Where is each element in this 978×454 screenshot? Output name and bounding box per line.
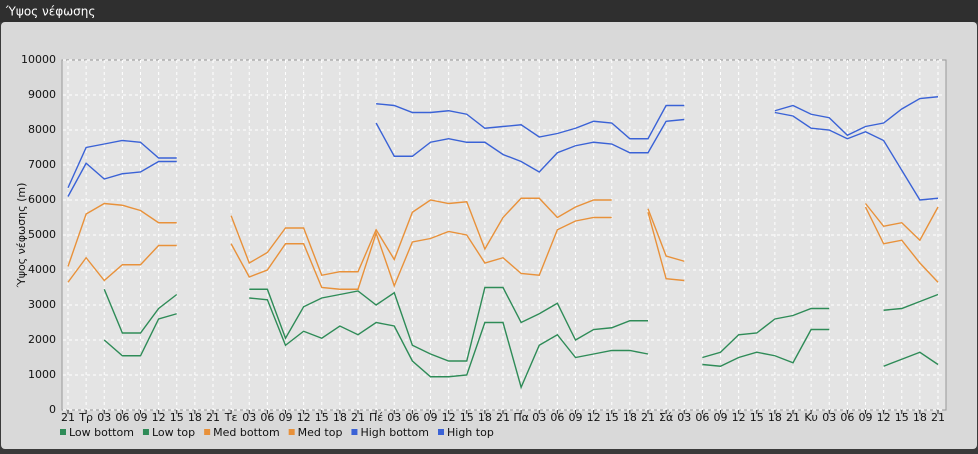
legend-swatch: [288, 429, 295, 435]
x-tick-label: 15: [460, 411, 474, 424]
x-tick-label: 06: [695, 411, 709, 424]
series-line: [67, 111, 939, 201]
legend-swatch: [204, 429, 211, 435]
x-tick-label: 15: [605, 411, 619, 424]
y-tick-label: 8000: [28, 123, 56, 136]
title-bar: [0, 0, 978, 22]
x-tick-label: Πέ: [369, 411, 383, 424]
x-tick-label: 09: [714, 411, 728, 424]
x-tick-label: 12: [442, 411, 456, 424]
x-tick-label: 15: [895, 411, 909, 424]
x-tick-label: Σά: [659, 411, 673, 424]
x-tick-label: 03: [822, 411, 836, 424]
x-tick-label: 21: [786, 411, 800, 424]
y-tick-label: 4000: [28, 263, 56, 276]
x-tick-label: 18: [913, 411, 927, 424]
legend-swatch: [142, 429, 149, 435]
x-tick-label: 21: [206, 411, 220, 424]
legend-swatch: [60, 429, 66, 435]
y-tick-label: 2000: [28, 333, 56, 346]
x-tick-label: 09: [134, 411, 148, 424]
x-tick-label: 18: [478, 411, 492, 424]
x-tick-label: 06: [115, 411, 129, 424]
x-tick-label: 09: [859, 411, 873, 424]
x-tick-label: Κυ: [804, 411, 818, 424]
x-tick-label: 06: [550, 411, 564, 424]
x-tick-label: 09: [279, 411, 293, 424]
y-tick-label: 0: [49, 403, 56, 416]
x-tick-label: 03: [677, 411, 691, 424]
x-tick-label: 21: [351, 411, 365, 424]
x-tick-label: 15: [315, 411, 329, 424]
y-tick-label: 6000: [28, 193, 56, 206]
x-tick-label: 21: [496, 411, 510, 424]
legend-label: High bottom: [360, 426, 429, 439]
series-line: [103, 286, 939, 362]
x-tick-label: 09: [424, 411, 438, 424]
y-tick-label: 10000: [21, 53, 56, 66]
x-tick-label: 18: [188, 411, 202, 424]
x-tick-label: 18: [768, 411, 782, 424]
legend-label: Low top: [152, 426, 195, 439]
x-tick-label: 18: [333, 411, 347, 424]
legend-label: High top: [447, 426, 494, 439]
legend-label: Med top: [298, 426, 343, 439]
x-tick-label: 21: [641, 411, 655, 424]
x-tick-label: Τρ: [78, 411, 93, 424]
x-tick-label: 03: [532, 411, 546, 424]
series-line: [67, 206, 939, 290]
legend-swatch: [438, 429, 444, 435]
x-tick-label: 03: [97, 411, 111, 424]
x-tick-label: 15: [750, 411, 764, 424]
series-line: [103, 297, 939, 390]
x-tick-label: 21: [61, 411, 75, 424]
legend-label: Low bottom: [69, 426, 134, 439]
y-tick-label: 7000: [28, 158, 56, 171]
y-tick-label: 5000: [28, 228, 56, 241]
x-tick-label: 12: [587, 411, 601, 424]
y-axis-label: Ύψος νέφωσης (m): [15, 183, 28, 289]
series-line: [67, 96, 939, 189]
x-tick-label: 15: [170, 411, 184, 424]
x-tick-label: Τε: [224, 411, 238, 424]
y-tick-label: 3000: [28, 298, 56, 311]
x-tick-label: 12: [152, 411, 166, 424]
window-title: Ύψος νέφωσης: [5, 5, 95, 19]
series-line: [67, 197, 939, 277]
x-tick-label: 21: [931, 411, 945, 424]
x-tick-label: 03: [242, 411, 256, 424]
x-tick-label: 06: [405, 411, 419, 424]
x-tick-label: 06: [260, 411, 274, 424]
legend-swatch: [351, 429, 358, 435]
x-tick-label: 12: [732, 411, 746, 424]
x-tick-label: 12: [297, 411, 311, 424]
x-tick-label: 12: [877, 411, 891, 424]
x-tick-label: 03: [387, 411, 401, 424]
y-tick-label: 9000: [28, 88, 56, 101]
legend-label: Med bottom: [213, 426, 280, 439]
x-tick-label: 09: [569, 411, 583, 424]
x-tick-label: Πα: [513, 411, 529, 424]
x-tick-label: 18: [623, 411, 637, 424]
y-tick-label: 1000: [28, 368, 56, 381]
x-tick-label: 06: [840, 411, 854, 424]
